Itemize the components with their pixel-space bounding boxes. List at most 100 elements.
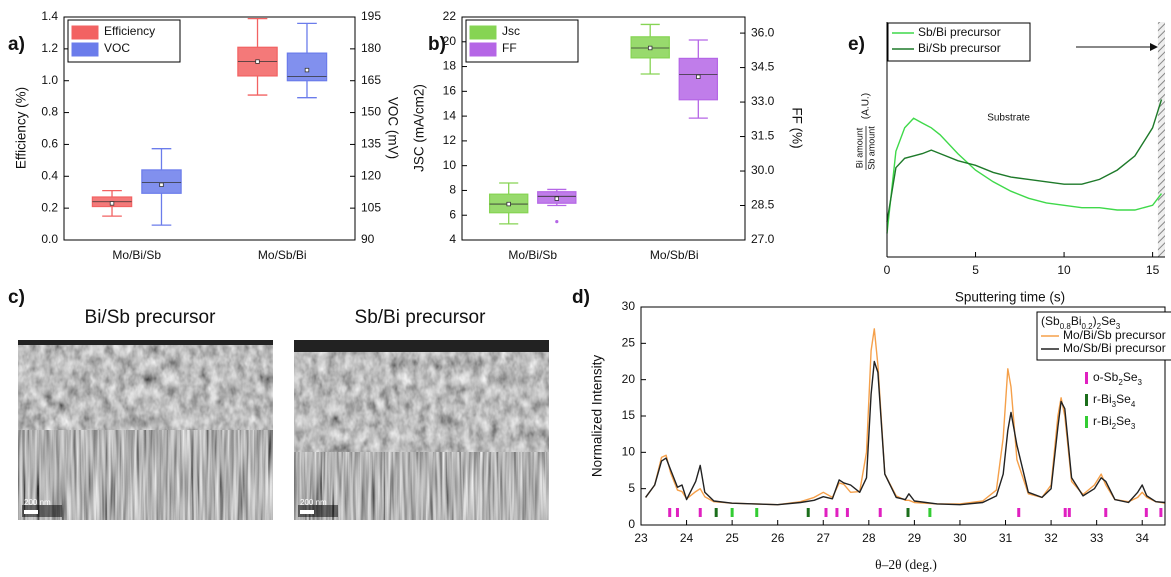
y-axis-title: Bi amount Sb amount (A.U.) <box>854 93 876 170</box>
y-tick-label: 25 <box>622 336 636 350</box>
y2-axis-title: VOC (mV) <box>385 97 400 159</box>
legend-swatch <box>71 25 99 40</box>
image-title: Sb/Bi precursor <box>355 307 487 328</box>
box <box>141 169 182 194</box>
legend-label: Efficiency <box>104 24 155 38</box>
legend-label: Bi/Sb precursor <box>918 41 1001 55</box>
reference-marker <box>824 508 828 517</box>
y2-tick-label: 36.0 <box>751 25 775 39</box>
mean <box>304 67 310 73</box>
reference-marker <box>1159 508 1163 517</box>
x-tick-label: Mo/Bi/Sb <box>508 248 557 262</box>
reference-marker <box>675 508 679 517</box>
scale-bar-label: 200 nm <box>300 498 327 507</box>
x-tick-label: 5 <box>972 263 979 277</box>
legend-label: Jsc <box>502 24 520 38</box>
y-tick-label: 0.0 <box>41 232 58 246</box>
series-line <box>886 99 1163 222</box>
mean <box>506 201 511 207</box>
panel-label: d) <box>572 287 590 308</box>
y2-tick-label: 27.0 <box>751 232 775 246</box>
y-axis-title: Normalized Intensity <box>590 355 605 478</box>
outlier <box>555 220 559 224</box>
legend-label: r-Bi2Se3 <box>1093 414 1136 430</box>
y-tick-label: 16 <box>443 84 457 98</box>
legend-label: o-Sb2Se3 <box>1093 370 1143 386</box>
mean <box>554 196 560 201</box>
y2-tick-label: 28.5 <box>751 198 775 212</box>
y-tick-label: 18 <box>443 59 457 73</box>
x-tick-label: 32 <box>1044 531 1058 545</box>
annotation: Substrate <box>987 113 1030 124</box>
panel-label: c) <box>8 287 25 308</box>
legend-label: Mo/Bi/Sb precursor <box>1063 328 1166 342</box>
x-tick-label: Mo/Bi/Sb <box>112 248 161 262</box>
legend-box <box>887 22 1031 62</box>
mean <box>647 45 653 51</box>
legend-swatch <box>71 42 99 57</box>
series-line <box>645 360 1166 506</box>
reference-marker <box>668 508 672 517</box>
legend-title: (Sb0.8Bi0.2)2Se3 <box>1041 314 1121 330</box>
mean <box>696 74 701 79</box>
y-tick-label: 0.4 <box>41 168 58 182</box>
y2-tick-label: 165 <box>361 73 381 87</box>
legend-label: r-Bi3Se4 <box>1093 392 1136 408</box>
y-axis-title-unit: (A.U.) <box>861 93 872 119</box>
x-tick-label: Mo/Sb/Bi <box>258 248 307 262</box>
x-tick-label: 34 <box>1136 531 1150 545</box>
panel-label: a) <box>8 34 25 55</box>
y2-tick-label: 180 <box>361 41 381 55</box>
reference-marker <box>878 508 882 517</box>
x-tick-label: 30 <box>953 531 967 545</box>
legend-box <box>1036 311 1171 361</box>
y2-tick-label: 34.5 <box>751 60 775 74</box>
x-tick-label: Mo/Sb/Bi <box>650 248 699 262</box>
x-tick-label: 10 <box>1057 263 1071 277</box>
shaded-region <box>1157 22 1165 257</box>
image-title: Bi/Sb precursor <box>85 307 217 328</box>
x-axis-title: Sputtering time (s) <box>955 290 1065 305</box>
reference-marker <box>1067 508 1071 517</box>
x-tick-label: 27 <box>817 531 831 545</box>
reference-marker <box>928 508 932 517</box>
legend-label: VOC <box>104 41 130 55</box>
y-axis-title: Efficiency (%) <box>14 87 29 169</box>
y-tick-label: 12 <box>443 133 457 147</box>
x-tick-label: 15 <box>1146 263 1160 277</box>
legend-swatch <box>1085 394 1088 406</box>
x-tick-label: 23 <box>634 531 648 545</box>
y-tick-label: 1.0 <box>41 73 58 87</box>
y2-tick-label: 195 <box>361 9 381 23</box>
y-tick-label: 5 <box>628 481 635 495</box>
reference-marker <box>1017 508 1021 517</box>
legend-swatch <box>469 25 497 40</box>
y2-tick-label: 150 <box>361 105 381 119</box>
legend-swatch <box>469 42 497 57</box>
reference-marker <box>845 508 849 517</box>
panel-label: e) <box>848 34 865 55</box>
mean <box>109 201 115 206</box>
y-tick-label: 0.6 <box>41 137 58 151</box>
y-tick-label: 1.4 <box>41 9 58 23</box>
y-tick-label: 10 <box>443 158 457 172</box>
plot-frame <box>461 16 746 241</box>
reference-marker <box>1144 508 1148 517</box>
legend-label: FF <box>502 41 517 55</box>
sem-image: 200 nm <box>18 340 273 520</box>
reference-marker <box>714 508 718 517</box>
mean <box>159 182 164 187</box>
y2-axis-title: FF (%) <box>789 107 804 148</box>
x-tick-label: 0 <box>884 263 891 277</box>
reference-marker <box>755 508 759 517</box>
mean <box>255 59 260 64</box>
x-tick-label: 33 <box>1090 531 1104 545</box>
y-tick-label: 22 <box>443 9 457 23</box>
y-tick-label: 20 <box>443 34 457 48</box>
y2-tick-label: 30.0 <box>751 163 775 177</box>
x-tick-label: 31 <box>999 531 1013 545</box>
reference-marker <box>698 508 702 517</box>
reference-marker <box>1063 508 1067 517</box>
